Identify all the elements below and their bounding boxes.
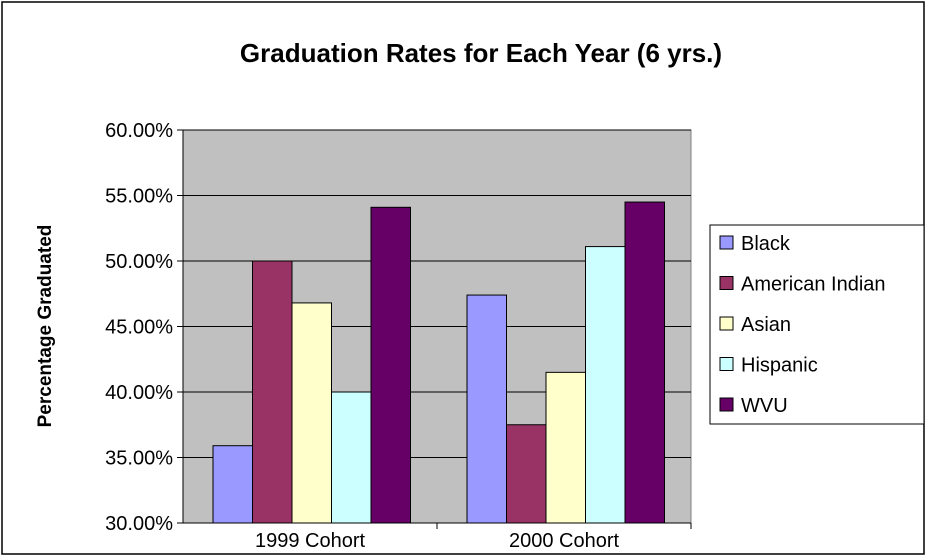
bar-american-indian-2 bbox=[506, 424, 547, 524]
legend-swatch bbox=[719, 397, 734, 412]
legend-box bbox=[709, 224, 925, 425]
legend-label: American Indian bbox=[741, 274, 886, 296]
bar-asian-1 bbox=[291, 302, 332, 524]
bars bbox=[212, 201, 665, 524]
bar-wvu-2 bbox=[624, 201, 665, 524]
legend-swatch bbox=[719, 316, 734, 331]
y-tick-label: 45.00% bbox=[105, 317, 173, 339]
x-tick-label: 2000 Cohort bbox=[509, 530, 620, 552]
y-tick-label: 50.00% bbox=[105, 251, 173, 273]
bar-asian-2 bbox=[545, 371, 586, 524]
legend-label: Black bbox=[741, 233, 791, 255]
y-tick-label: 35.00% bbox=[105, 448, 173, 470]
bar-black-1 bbox=[212, 445, 253, 524]
legend-swatch bbox=[719, 235, 734, 250]
legend-label: Asian bbox=[741, 314, 791, 336]
legend: Black American Indian Asian Hispanic WVU bbox=[719, 233, 886, 417]
bar-wvu-1 bbox=[370, 206, 411, 524]
x-tick-label: 1999 Cohort bbox=[255, 530, 366, 552]
y-axis-ticks: 30.00% 35.00% 40.00% 45.00% 50.00% 55.00% 60.0… bbox=[105, 120, 183, 535]
y-tick-label: 30.00% bbox=[105, 513, 173, 535]
legend-label: WVU bbox=[741, 395, 788, 417]
chart-title: Graduation Rates for Each Year (6 yrs.) bbox=[240, 38, 722, 68]
legend-swatch bbox=[719, 276, 734, 290]
bar-american-indian-1 bbox=[252, 260, 293, 524]
y-tick-label: 55.00% bbox=[105, 186, 173, 208]
bar-black-2 bbox=[466, 294, 507, 524]
bar-hispanic-1 bbox=[331, 391, 372, 524]
x-axis-ticks: 1999 Cohort 2000 Cohort bbox=[255, 523, 692, 552]
y-axis-label: Percentage Graduated bbox=[35, 225, 56, 428]
bar-hispanic-2 bbox=[585, 246, 626, 524]
y-tick-label: 40.00% bbox=[105, 382, 173, 404]
y-tick-label: 60.00% bbox=[105, 120, 173, 142]
legend-label: Hispanic bbox=[741, 355, 818, 377]
legend-swatch bbox=[719, 357, 734, 371]
